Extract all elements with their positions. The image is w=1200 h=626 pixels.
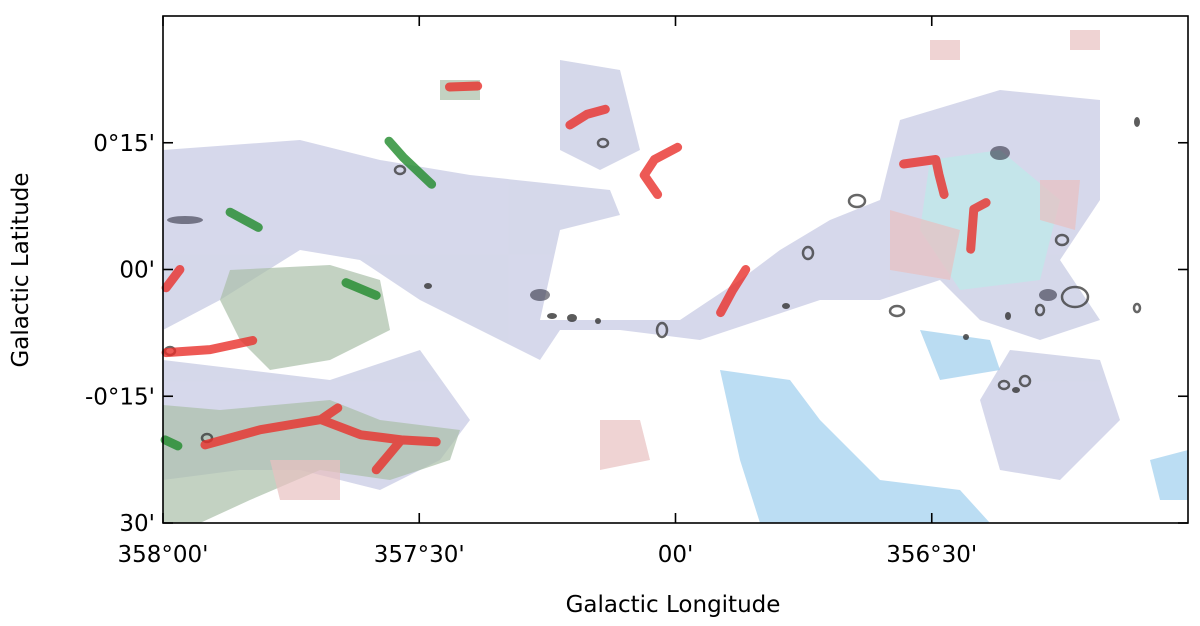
background-map: [163, 30, 1188, 523]
sources: [424, 117, 1140, 393]
y-axis-label: Galactic Latitude: [8, 172, 34, 367]
x-axis-label: Galactic Longitude: [566, 592, 781, 618]
filament: [160, 136, 437, 451]
x-tick-label: 00': [658, 542, 694, 568]
filaments: [160, 81, 991, 475]
y-tick-label: 0°15': [93, 131, 155, 157]
y-tick-label: 30': [119, 511, 155, 537]
filament: [161, 81, 991, 475]
y-tick-label: 00': [119, 258, 155, 284]
x-tick-label: 357°30': [374, 542, 465, 568]
y-tick-label: -0°15': [85, 384, 155, 410]
x-tick-label: 356°30': [886, 542, 977, 568]
x-tick-label: 358°00': [118, 542, 209, 568]
